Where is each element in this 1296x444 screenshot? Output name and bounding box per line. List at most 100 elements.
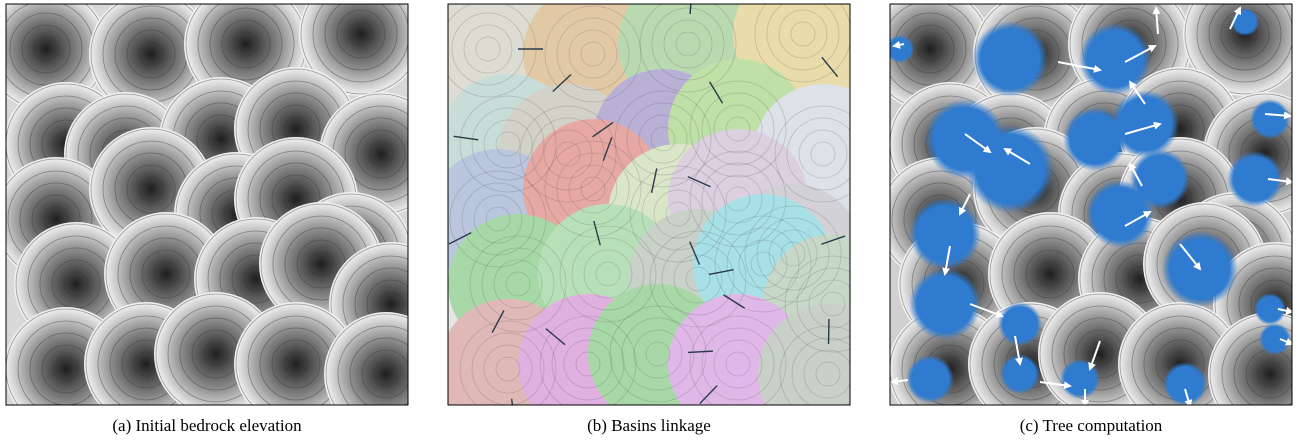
link [491, 310, 505, 333]
contour [349, 337, 408, 405]
contour [138, 176, 164, 202]
link [592, 121, 614, 138]
contour [344, 117, 408, 191]
contour [568, 29, 618, 79]
contour [373, 361, 399, 387]
link [545, 328, 566, 346]
contour [1184, 4, 1292, 95]
panel-a-image [6, 4, 408, 405]
flow-arrow [1184, 388, 1193, 405]
contour [483, 344, 533, 394]
contour [271, 339, 321, 389]
contour [481, 247, 555, 321]
contour [556, 17, 630, 91]
lake [1231, 8, 1259, 36]
link [708, 269, 734, 276]
contour [621, 317, 695, 391]
panel-frame [5, 3, 409, 406]
cone [89, 4, 213, 116]
contour [325, 313, 408, 405]
contour [701, 162, 775, 236]
cone [1183, 4, 1292, 96]
link [851, 260, 866, 280]
lake [1250, 99, 1290, 139]
contour [233, 31, 259, 57]
contour [653, 189, 703, 239]
contour [539, 315, 637, 405]
contour [780, 241, 806, 267]
contour [685, 266, 711, 292]
contour [463, 24, 513, 74]
contour [126, 164, 176, 214]
basin [758, 304, 850, 405]
flow-arrow [1088, 340, 1101, 371]
lake [998, 302, 1042, 346]
contour [786, 117, 850, 191]
contour [361, 349, 408, 399]
contour [1257, 361, 1283, 387]
contour [312, 4, 408, 83]
contour [1196, 4, 1292, 83]
contour [221, 19, 271, 69]
flow-arrow [1152, 6, 1161, 35]
lake [1130, 149, 1190, 209]
link [687, 175, 711, 188]
flow-arrow [964, 133, 992, 154]
flow-arrow [1229, 6, 1242, 30]
link [593, 220, 601, 246]
lake [909, 198, 981, 270]
contour [713, 339, 763, 389]
contour [209, 7, 283, 81]
flow-arrow [892, 40, 905, 49]
caption: (a) Initial bedrock elevation [112, 416, 302, 435]
contour [568, 164, 618, 214]
link [687, 350, 713, 354]
link [552, 73, 572, 93]
contour [571, 237, 645, 311]
flow-arrow [1124, 45, 1157, 63]
contour [63, 271, 89, 297]
contour [559, 225, 657, 323]
cone [324, 312, 408, 405]
contour [803, 349, 850, 399]
contour [675, 31, 701, 57]
contour [471, 332, 545, 405]
contour [750, 251, 776, 277]
contour [778, 9, 828, 59]
contour [580, 41, 606, 67]
flow-arrow [1277, 306, 1292, 315]
contour [701, 92, 775, 166]
contour [714, 215, 812, 313]
contour [650, 126, 676, 152]
contour [725, 351, 751, 377]
contour [738, 239, 788, 289]
contour [779, 325, 850, 405]
lake [906, 355, 954, 403]
panel-frame [447, 3, 851, 406]
panel-b-image [448, 4, 866, 405]
contour [300, 4, 408, 95]
contour [21, 24, 71, 74]
contour [203, 341, 229, 367]
contour [673, 254, 723, 304]
link [453, 135, 479, 141]
contour [820, 291, 846, 317]
contour [713, 174, 763, 224]
contour [473, 194, 523, 244]
flow-arrow [959, 193, 971, 216]
contour [661, 242, 735, 316]
flow-arrow [1128, 80, 1146, 105]
contour [544, 140, 642, 238]
contour [638, 114, 688, 164]
contour [153, 261, 179, 287]
lake [1060, 359, 1100, 399]
contour [208, 126, 234, 152]
contour [141, 249, 191, 299]
caption: (b) Basins linkage [587, 416, 711, 435]
contour [459, 95, 557, 193]
link [821, 56, 839, 78]
lake [1111, 90, 1179, 158]
contour [368, 141, 394, 167]
contour [283, 351, 309, 377]
contour [626, 102, 700, 176]
